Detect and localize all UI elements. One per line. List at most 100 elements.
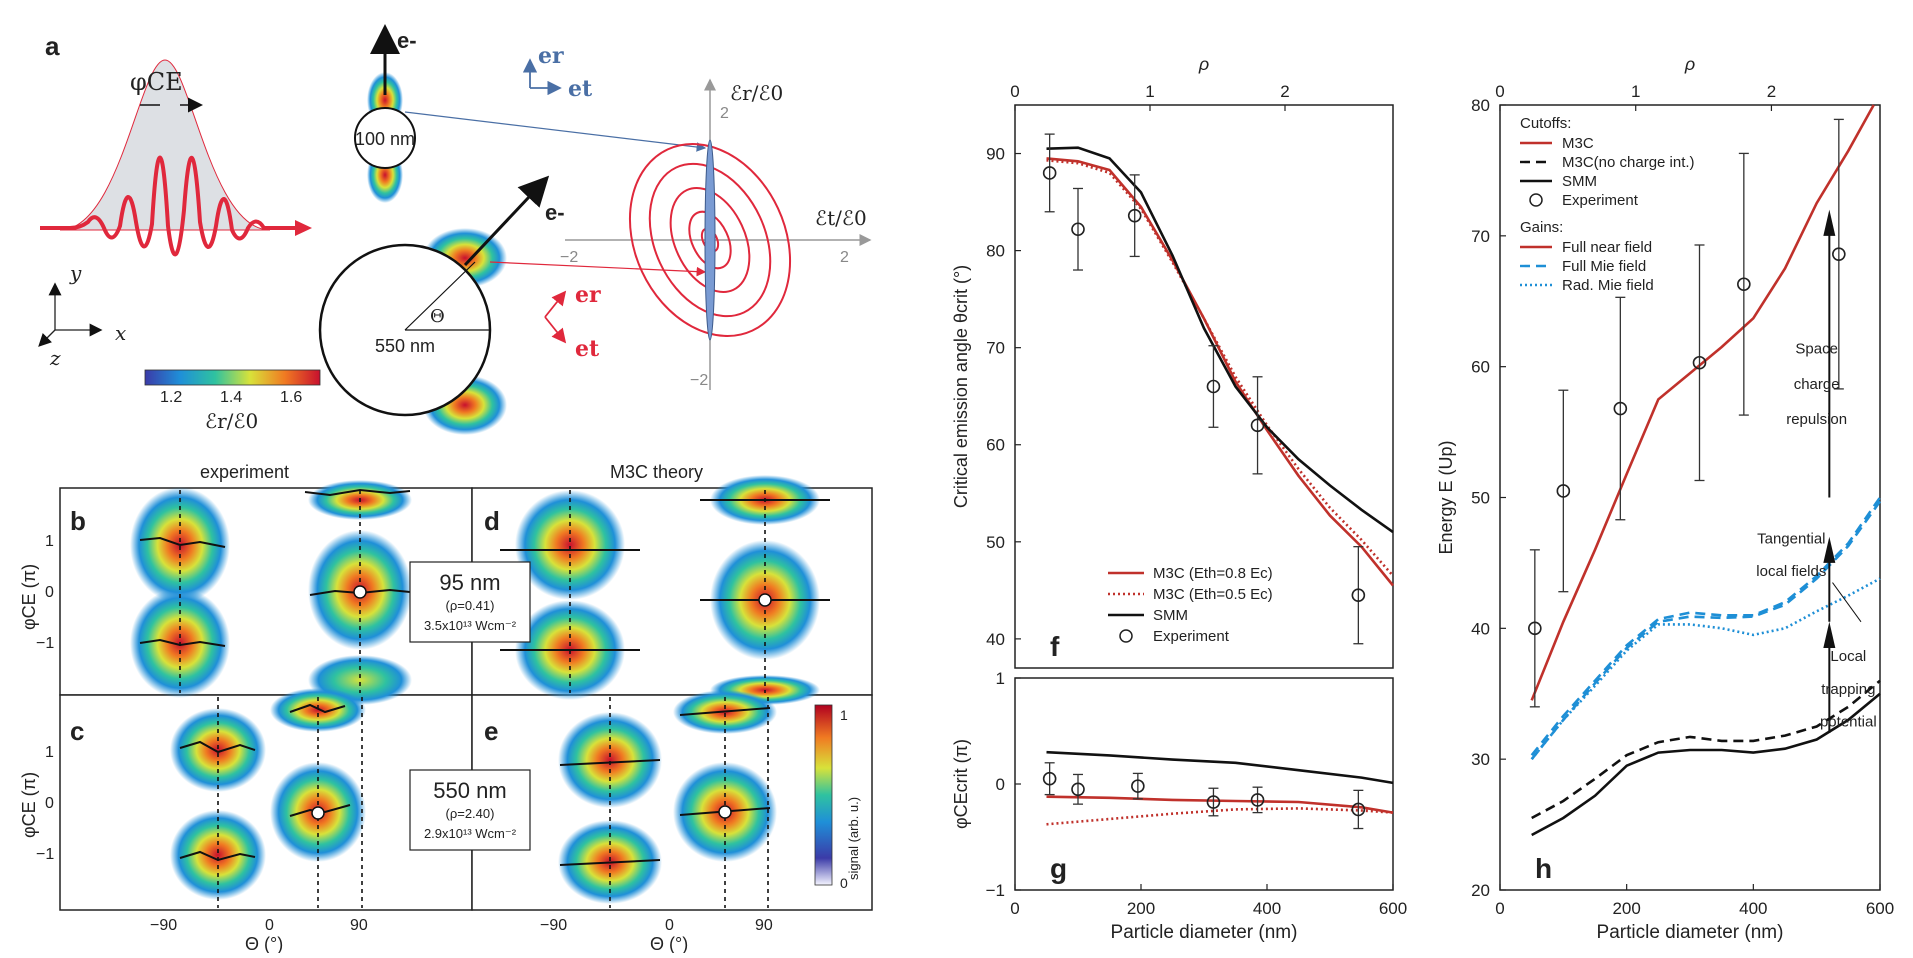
legend-marker — [1119, 629, 1133, 643]
plot-frame — [1014, 677, 1394, 891]
xtick-label: 0 — [1495, 899, 1504, 918]
panel-c-frame — [59, 694, 473, 911]
plot-frame — [1014, 104, 1394, 669]
annotation-label: local fields — [1756, 563, 1826, 580]
et-blue-label: et — [568, 76, 593, 102]
panel-d-label: d — [484, 506, 500, 536]
ylabel-b: φCE (π) — [19, 564, 39, 630]
polar-tick-x-left: −2 — [560, 249, 578, 266]
annotation-label: trapping — [1821, 681, 1875, 698]
polar-tick-y-bottom: −2 — [690, 372, 708, 389]
er-red-label: er — [575, 282, 601, 308]
data-point — [1042, 166, 1057, 180]
legend-label: M3C — [1562, 135, 1594, 152]
legend-label: SMM — [1153, 607, 1188, 624]
top-tick-label: 2 — [1767, 82, 1776, 101]
ytick-label: 90 — [986, 145, 1005, 164]
info-95-size: 95 nm — [439, 570, 500, 595]
connector-blue — [404, 111, 707, 152]
data-point — [1692, 355, 1707, 370]
et-red-label: et — [575, 336, 600, 362]
colorbar-tick-3: 1.6 — [280, 389, 302, 406]
data-point — [1351, 588, 1366, 602]
xtick-c-m90: −90 — [150, 917, 177, 934]
colorbar-tick-1: 1.2 — [160, 389, 182, 406]
panel-b-label: b — [70, 506, 86, 536]
ytick-label: 60 — [986, 436, 1005, 455]
ytick-label: −1 — [986, 881, 1005, 900]
data-point — [1250, 793, 1265, 807]
phase-label: φCE — [130, 68, 183, 96]
er-red-arrow — [544, 290, 567, 318]
ytick-label: 20 — [1471, 881, 1490, 900]
polar-tick-y-top: 2 — [720, 105, 729, 122]
legend-label: SMM — [1562, 173, 1597, 190]
ytick-c-0: 0 — [45, 795, 54, 812]
annotation-label: Local — [1830, 648, 1866, 665]
axis-y-label: y — [69, 261, 82, 285]
annotation-label: Space — [1795, 341, 1838, 358]
ytick-b-m1: −1 — [36, 635, 54, 652]
title-m3c-theory: M3C theory — [610, 462, 703, 482]
data-point — [1528, 621, 1542, 636]
top-tick-label: 1 — [1145, 82, 1154, 101]
polar-tick-x-right: 2 — [840, 249, 849, 266]
data-point — [1737, 277, 1751, 292]
series-line — [1046, 146, 1394, 534]
annotation-label: Tangential — [1757, 530, 1825, 547]
data-point — [1071, 782, 1085, 797]
x-axis-label: Particle diameter (nm) — [1597, 922, 1784, 943]
ytick-label: 30 — [1471, 750, 1490, 769]
xtick-label: 200 — [1612, 899, 1640, 918]
info-box-550nm: 550 nm (ρ=2.40) 2.9x10¹³ Wcm⁻² — [409, 769, 531, 851]
top-axis-label: ρ — [1198, 54, 1209, 74]
info-550-size: 550 nm — [433, 778, 506, 803]
top-axis-label: ρ — [1684, 54, 1695, 74]
polarization-plot: 2 −2 −2 2 ℰr/ℰ0 ℰt/ℰ0 — [560, 78, 872, 390]
chart-g: −1 0 1 0 200 400 600 Particle diameter (nm) φCEc… — [951, 669, 1407, 943]
ytick-label: 50 — [1471, 489, 1490, 508]
ytick-label: 70 — [986, 339, 1005, 358]
legend-label: Full Mie field — [1562, 258, 1646, 275]
x-axis-label: Particle diameter (nm) — [1111, 922, 1298, 943]
series-line — [1530, 577, 1881, 761]
info-95-rho: (ρ=0.41) — [446, 598, 495, 613]
legend-marker — [1529, 193, 1543, 207]
panel-e-label: e — [484, 716, 498, 746]
panel-a: a φCE y x z 1.2 1.4 1.6 ℰr/ℰ0 100 nm e- — [38, 24, 872, 435]
colorbar-e-bottom: 0 — [840, 875, 848, 891]
ytick-label: 70 — [1471, 227, 1490, 246]
data-point — [1206, 379, 1221, 394]
data-point — [1127, 208, 1142, 223]
legend-gains-title: Gains: — [1520, 219, 1563, 236]
panel-b-map — [130, 480, 412, 705]
data-point — [1613, 401, 1628, 416]
colorbar-e-top: 1 — [840, 707, 848, 723]
xlabel-c: Θ (°) — [245, 934, 283, 953]
xtick-label: 200 — [1127, 899, 1155, 918]
sphere-100nm-label: 100 nm — [355, 129, 415, 149]
xtick-e-0: 0 — [665, 917, 674, 934]
title-experiment: experiment — [200, 462, 289, 482]
series-line — [1530, 104, 1875, 701]
ytick-c-1: 1 — [45, 744, 54, 761]
data-point — [1351, 802, 1366, 817]
y-axis-label: Energy E (Up) — [1436, 440, 1456, 554]
axes-triad: y x z — [38, 261, 126, 370]
xtick-label: 400 — [1739, 899, 1767, 918]
polar-label-r: ℰr/ℰ0 — [730, 81, 783, 105]
legend-label: Rad. Mie field — [1562, 277, 1654, 294]
data-point — [1071, 222, 1085, 237]
legend-label: M3C(no charge int.) — [1562, 154, 1695, 171]
series-line — [1046, 750, 1394, 785]
series-line — [1530, 496, 1882, 757]
series-line — [1531, 692, 1881, 837]
ytick-label: 40 — [1471, 619, 1490, 638]
legend-label: M3C (Eth=0.8 Ec) — [1153, 565, 1273, 582]
xtick-c-0: 0 — [265, 917, 274, 934]
series-line — [1046, 795, 1394, 814]
colorbar-label: ℰr/ℰ0 — [205, 409, 258, 433]
colorbar-tick-2: 1.4 — [220, 389, 242, 406]
theta-lines — [404, 261, 490, 331]
